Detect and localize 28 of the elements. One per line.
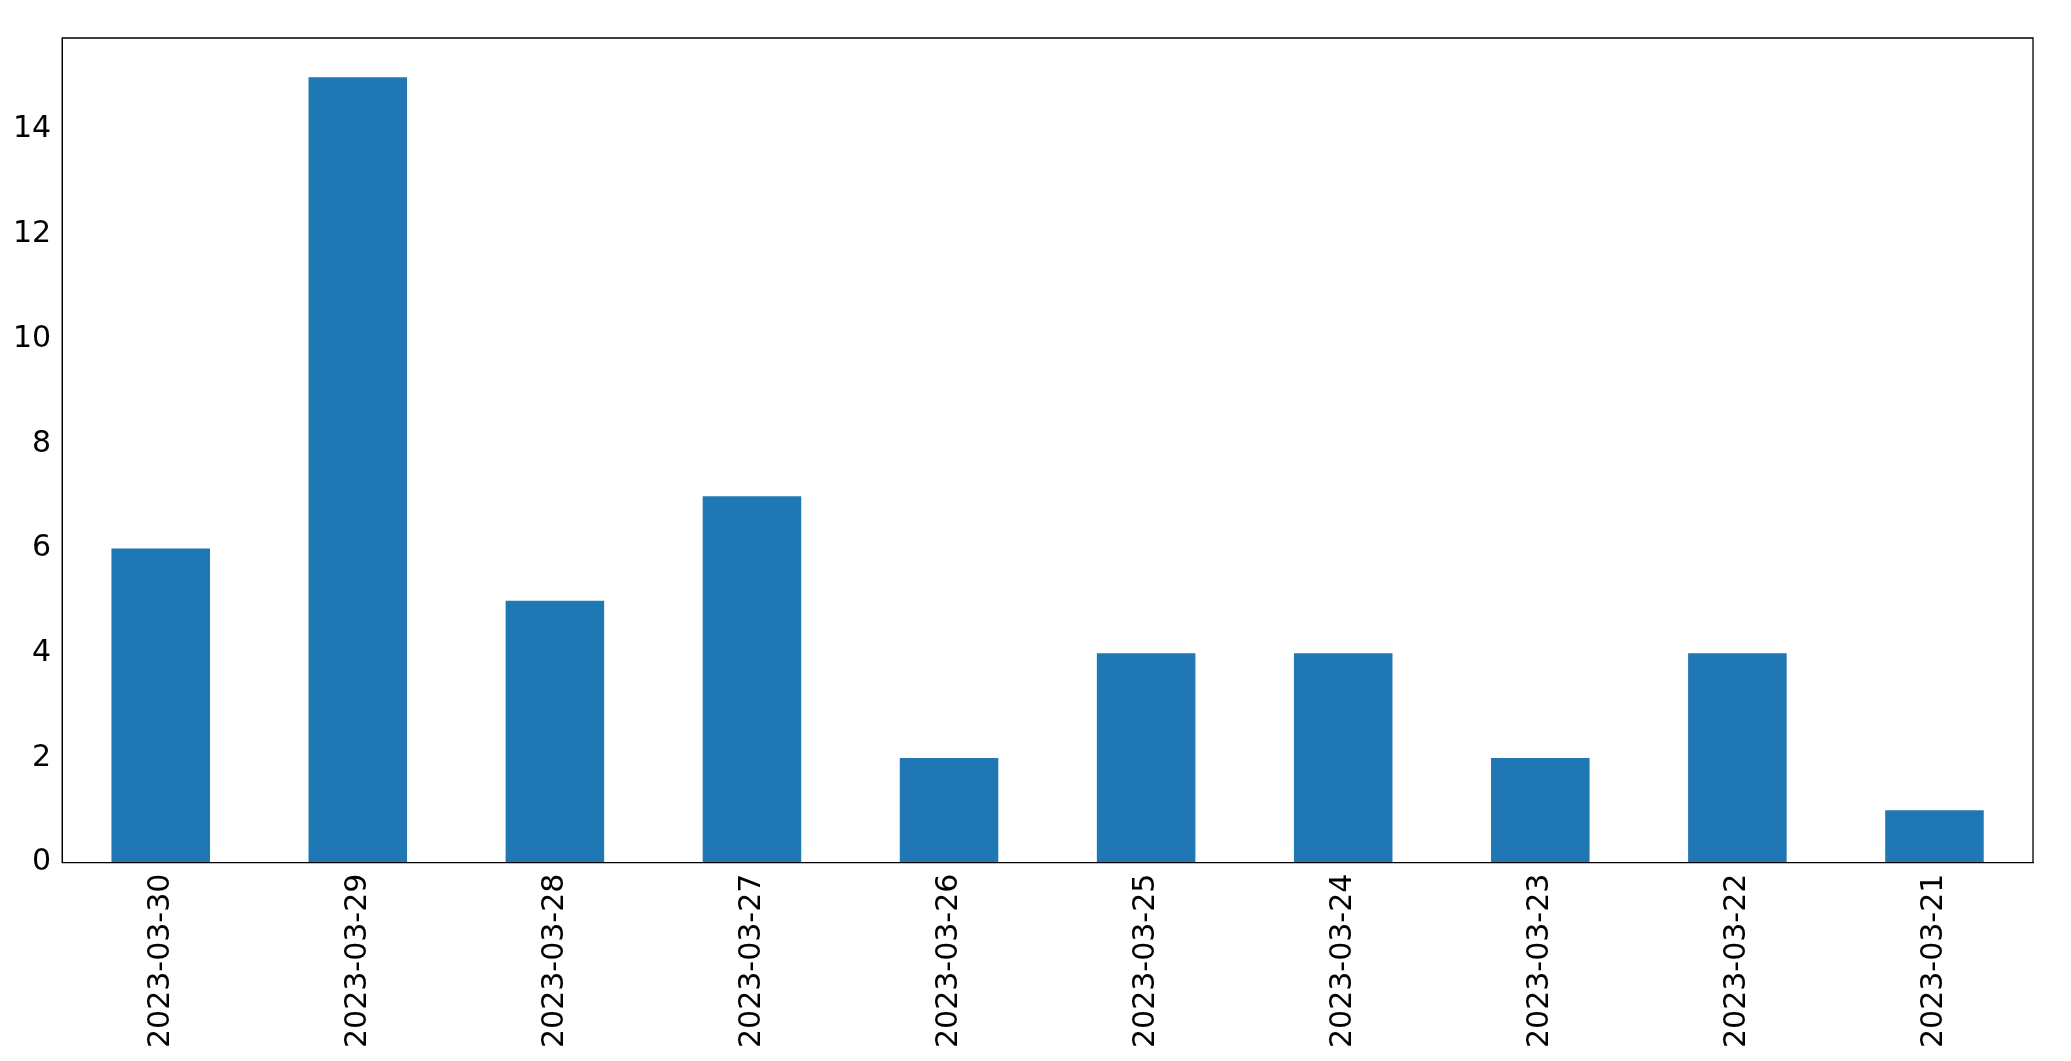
- y-tick-label: 4: [32, 633, 52, 669]
- y-tick-label: 6: [32, 528, 52, 564]
- x-tick-label: 2023-03-24: [1323, 873, 1359, 1049]
- y-tick-label: 0: [32, 842, 52, 878]
- y-tick-label: 14: [12, 109, 52, 145]
- x-tick-label: 2023-03-26: [928, 873, 964, 1049]
- y-tick-label: 12: [12, 214, 52, 250]
- bar: [702, 496, 802, 863]
- x-tick-label: 2023-03-30: [140, 873, 176, 1049]
- y-tick-label: 10: [12, 318, 52, 354]
- y-tick-label: 2: [32, 737, 52, 773]
- x-tick-label: 2023-03-21: [1914, 873, 1950, 1049]
- bar: [1491, 757, 1590, 863]
- bar: [1688, 653, 1787, 863]
- x-tick-label: 2023-03-28: [534, 873, 570, 1049]
- bar: [505, 600, 605, 863]
- x-tick-label: 2023-03-27: [731, 873, 767, 1049]
- y-tick-label: 8: [32, 423, 52, 459]
- x-tick-label: 2023-03-25: [1125, 873, 1161, 1049]
- x-tick-label: 2023-03-22: [1717, 873, 1753, 1049]
- bar: [1293, 653, 1393, 863]
- bar: [308, 77, 408, 863]
- bar: [111, 548, 210, 863]
- bar: [1096, 653, 1196, 863]
- x-tick-label: 2023-03-29: [337, 873, 373, 1049]
- x-tick-label: 2023-03-23: [1520, 873, 1556, 1049]
- bar: [899, 757, 999, 863]
- bar: [1885, 810, 1984, 863]
